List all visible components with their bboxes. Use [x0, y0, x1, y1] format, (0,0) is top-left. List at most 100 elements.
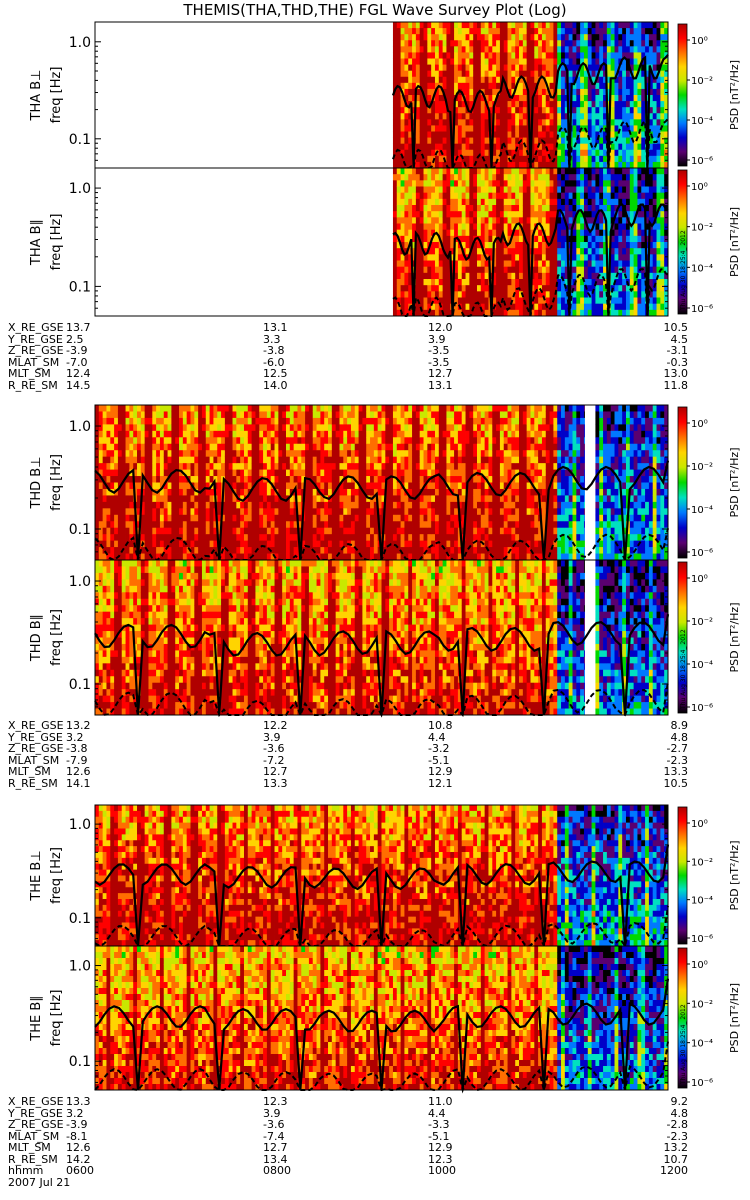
panel-ylabel: THD B∥ [29, 614, 44, 662]
ephemeris-row: R_RE_SM 14.2 13.4 12.3 10.7 [8, 1152, 688, 1166]
freq-tick-label: 1.0 [69, 817, 91, 833]
ephemeris-value: -3.2 [428, 742, 450, 755]
ephemeris-value: 13.7 [66, 321, 91, 334]
ephemeris-row: MLT_SM 12.6 12.7 12.9 13.3 [8, 766, 688, 778]
ephemeris-value: -5.1 [428, 1129, 450, 1143]
ephemeris-row: X_RE_GSE 13.3 12.3 11.0 9.2 [8, 1096, 688, 1108]
ephemeris-value: -7.4 [263, 1129, 285, 1143]
ephemeris-value: -2.8 [666, 1118, 688, 1131]
freq-tick-label: 1.0 [69, 181, 91, 197]
ephemeris-value: -7.2 [263, 753, 285, 767]
colorbar-label: PSD [nT²/Hz] [728, 207, 741, 277]
ephemeris-label: MLAT_SM [8, 1129, 60, 1143]
ephemeris-value: 3.9 [428, 332, 446, 346]
colorbar-tick-label: 10⁻⁶ [691, 1078, 713, 1089]
colorbar [677, 806, 688, 945]
colorbar-tick-label: 10⁰ [691, 960, 708, 971]
freq-axis-label: freq [Hz] [49, 214, 64, 271]
colorbar-tick-label: 10⁰ [691, 36, 708, 47]
ephemeris-value: 3.3 [263, 332, 281, 346]
colorbar-tick-label: 10⁻⁴ [691, 1039, 713, 1050]
ephemeris-value: -3.1 [666, 344, 688, 357]
ephemeris-value: 14.2 [66, 1152, 91, 1166]
ephemeris-value: 1000 [428, 1164, 456, 1177]
ephemeris-value: 13.3 [263, 776, 288, 790]
freq-axis-label: freq [Hz] [49, 454, 64, 511]
ephemeris-label: Y_RE_GSE [8, 1106, 63, 1120]
timestamp-stamp: Thu Aug 30 18:25:4_ 2012 [680, 1004, 687, 1085]
panel-frame [94, 559, 669, 716]
ephemeris-value: 12.7 [263, 765, 288, 778]
ephemeris-label: R_RE_SM [8, 378, 58, 392]
ephemeris-value: 13.1 [263, 321, 288, 334]
ephemeris-value: 12.6 [66, 765, 91, 778]
ephemeris-value: 1200 [660, 1164, 688, 1177]
spectrogram-cells [95, 560, 669, 716]
ephemeris-value: 12.2 [263, 719, 288, 732]
colorbar-tick-label: 10⁻⁴ [691, 116, 713, 127]
freq-tick-label: 0.1 [69, 279, 91, 295]
colorbar-tick-label: 10⁻² [691, 999, 713, 1010]
ephemeris-value: 12.4 [66, 367, 91, 380]
ephemeris-value: 8.9 [670, 719, 689, 732]
ephemeris-label: R_RE_SM [8, 776, 58, 790]
freq-tick-label: 1.0 [69, 574, 91, 590]
ephemeris-row: MLAT_SM -7.0 -6.0 -3.5 -0.3 [8, 355, 688, 369]
freq-tick-label: 1.0 [69, 35, 91, 51]
ephemeris-label: MLAT_SM [8, 355, 60, 369]
ephemeris-value: 12.7 [263, 1141, 288, 1154]
colorbar-tick-label: 10⁻² [691, 76, 713, 87]
colorbar-tick-label: 10⁻⁴ [691, 660, 713, 671]
spectrogram-cells [95, 946, 669, 1091]
ephemeris-row: X_RE_GSE 13.7 13.1 12.0 10.5 [8, 322, 688, 334]
colorbar-label: PSD [nT²/Hz] [728, 60, 741, 130]
ephemeris-row: X_RE_GSE 13.2 12.2 10.8 8.9 [8, 720, 688, 732]
freq-axis-label: freq [Hz] [49, 847, 64, 904]
ephemeris-value: 12.9 [428, 765, 453, 778]
ephemeris-value: 14.0 [263, 378, 288, 392]
ephemeris-label: Y_RE_GSE [8, 332, 63, 346]
colorbar-tick-label: 10⁻⁶ [691, 548, 713, 559]
ephemeris-row: MLAT_SM -7.9 -7.2 -5.1 -2.3 [8, 753, 688, 767]
ephemeris-label: X_RE_GSE [8, 321, 64, 334]
panel-ylabel: THD B⊥ [29, 456, 44, 509]
probe-group-tha: 1.0 0.1 THA B⊥ freq [Hz] 10⁰ 10⁻² 10⁻⁴ 10⁻⁶ PSD … [29, 21, 741, 318]
colorbar [677, 23, 688, 167]
ephemeris-value: 3.9 [263, 730, 281, 744]
ephemeris-label: X_RE_GSE [8, 719, 64, 732]
ephemeris-value: 4.4 [428, 730, 446, 744]
freq-tick-label: 1.0 [69, 419, 91, 435]
ephemeris-value: 10.5 [663, 776, 689, 790]
panel-ylabel: THA B⊥ [29, 70, 44, 122]
colorbar-tick-label: 10⁻² [691, 462, 713, 473]
panel-frame [94, 167, 669, 317]
freq-tick-label: 0.1 [69, 1054, 91, 1070]
spectrogram-panel: 1.0 0.1 THD B∥ freq [Hz] 10⁰ 10⁻² 10⁻⁴ 10⁻⁶ PSD … [29, 559, 741, 718]
probe-group-the: 1.0 0.1 THE B⊥ freq [Hz] 10⁰ 10⁻² 10⁻⁴ 10⁻⁶ PSD … [29, 804, 741, 1094]
freq-tick-label: 0.1 [69, 911, 91, 927]
ephemeris-label: R_RE_SM [8, 1152, 58, 1166]
colorbar [677, 169, 688, 315]
spectrogram-cells [95, 805, 669, 947]
ephemeris-label: Z_RE_GSE [8, 1118, 64, 1131]
ephemeris-value: 12.1 [428, 776, 453, 790]
data-gap [584, 405, 594, 560]
spectrogram-panel: 1.0 0.1 THE B∥ freq [Hz] 10⁰ 10⁻² 10⁻⁴ 10⁻⁶ PSD … [29, 945, 741, 1094]
colorbar-tick-label: 10⁰ [691, 419, 708, 430]
ephemeris-value: -3.5 [428, 344, 450, 357]
ephemeris-value: -3.3 [428, 1118, 450, 1131]
ephemeris-row: R_RE_SM 14.5 14.0 13.1 11.8 [8, 378, 688, 392]
freq-tick-label: 0.1 [69, 522, 91, 538]
ephemeris-row: MLT_SM 12.4 12.5 12.7 13.0 [8, 368, 688, 380]
ephemeris-value: 12.7 [428, 367, 453, 380]
spectrogram-cells [95, 405, 669, 561]
freq-axis-label: freq [Hz] [49, 990, 64, 1047]
ephemeris-value: -3.9 [66, 344, 88, 357]
ephemeris-value: 14.1 [66, 776, 91, 790]
ephemeris-row: hhmm 0600 0800 1000 1200 [8, 1165, 688, 1177]
ephemeris-value: -3.8 [263, 344, 285, 357]
colorbar-tick-label: 10⁻² [691, 223, 713, 234]
ephemeris-value: -2.3 [666, 753, 688, 767]
freq-tick-label: 0.1 [69, 132, 91, 148]
spectrogram-panel: 1.0 0.1 THD B⊥ freq [Hz] 10⁰ 10⁻² 10⁻⁴ 10⁻⁶ PSD … [29, 404, 741, 563]
